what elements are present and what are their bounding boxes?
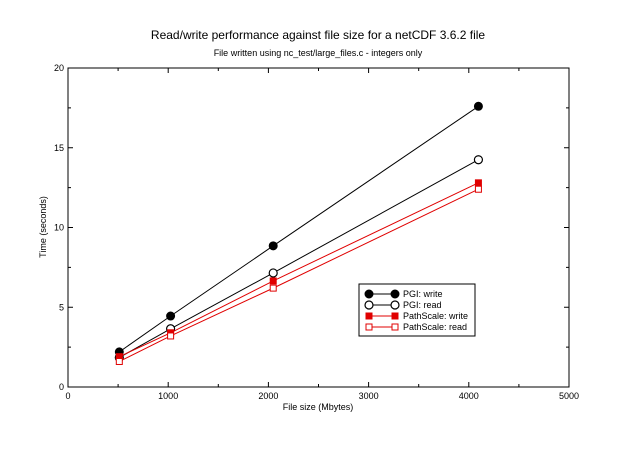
series-line xyxy=(119,159,479,358)
axis-ticks: 0 1000 2000 3000 4000 5000 0 5 10 15 20 xyxy=(54,63,579,401)
data-point-marker xyxy=(391,312,399,320)
series-line xyxy=(119,105,479,353)
legend-entry: PathScale: write xyxy=(365,311,468,321)
x-tick-label: 2000 xyxy=(258,391,278,401)
series-line xyxy=(119,182,479,358)
y-tick-label: 20 xyxy=(54,63,64,73)
data-point-marker xyxy=(391,323,399,331)
y-axis-label: Time (seconds) xyxy=(38,196,48,258)
legend-entry: PGI: read xyxy=(364,300,442,310)
data-point-marker xyxy=(269,284,277,292)
legend-label: PGI: write xyxy=(403,289,443,299)
data-point-marker xyxy=(364,300,374,310)
x-tick-label: 4000 xyxy=(459,391,479,401)
data-point-marker xyxy=(473,101,483,111)
data-point-marker xyxy=(364,289,374,299)
x-tick-label: 5000 xyxy=(559,391,579,401)
data-point-marker xyxy=(167,332,175,340)
x-tick-label: 1000 xyxy=(158,391,178,401)
data-point-marker xyxy=(474,179,482,187)
chart-subtitle: File written using nc_test/large_files.c… xyxy=(214,48,423,58)
x-axis-label: File size (Mbytes) xyxy=(283,402,354,412)
data-point-marker xyxy=(268,241,278,251)
x-tick-label: 0 xyxy=(65,391,70,401)
data-point-marker xyxy=(268,268,278,278)
y-tick-label: 0 xyxy=(59,382,64,392)
data-point-marker xyxy=(269,277,277,285)
data-point-marker xyxy=(390,300,400,310)
y-tick-label: 15 xyxy=(54,143,64,153)
legend-label: PathScale: read xyxy=(403,322,467,332)
legend-entry: PathScale: read xyxy=(365,322,467,332)
y-tick-label: 5 xyxy=(59,302,64,312)
data-point-marker xyxy=(365,312,373,320)
legend-label: PathScale: write xyxy=(403,311,468,321)
series-layer xyxy=(114,101,484,365)
legend-label: PGI: read xyxy=(403,300,442,310)
series-3 xyxy=(115,185,482,365)
data-point-marker xyxy=(390,289,400,299)
data-point-marker xyxy=(365,323,373,331)
data-point-marker xyxy=(115,357,123,365)
data-point-marker xyxy=(473,155,484,165)
x-tick-label: 3000 xyxy=(359,391,379,401)
chart-title: Read/write performance against file size… xyxy=(151,28,485,42)
series-line xyxy=(119,188,479,362)
data-point-marker xyxy=(474,185,482,193)
y-tick-label: 10 xyxy=(54,223,64,233)
legend-entry: PGI: write xyxy=(364,289,443,299)
data-point-marker xyxy=(166,311,176,321)
